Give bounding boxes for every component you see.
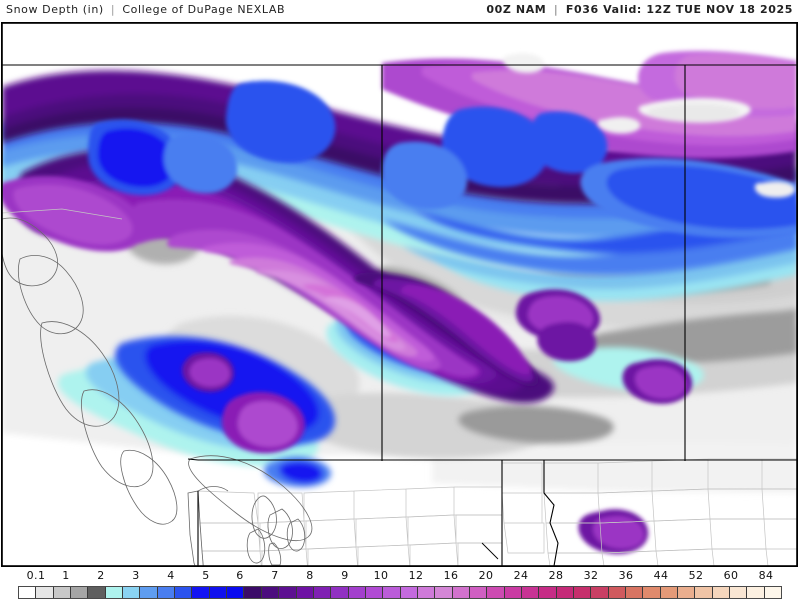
- colorbar-tick-label: 8: [306, 569, 314, 582]
- colorbar-tick-label: 9: [341, 569, 349, 582]
- colorbar-tick-label: 32: [583, 569, 599, 582]
- data-source-label: College of DuPage NEXLAB: [122, 3, 286, 16]
- header-right-separator: |: [553, 3, 559, 16]
- colorbar-swatch: [331, 587, 349, 598]
- colorbar-tick-label: 44: [653, 569, 669, 582]
- header-left: Snow Depth (in) | College of DuPage NEXL…: [6, 3, 285, 16]
- colorbar-swatch: [175, 587, 193, 598]
- colorbar-swatch: [764, 587, 782, 598]
- colorbar-swatch: [678, 587, 696, 598]
- snow-field-white-gaps: [503, 53, 796, 198]
- colorbar-swatch: [747, 587, 765, 598]
- colorbar-swatch: [608, 587, 627, 598]
- colorbar-swatch: [660, 587, 679, 598]
- colorbar-swatch: [36, 587, 54, 598]
- header-bar: Snow Depth (in) | College of DuPage NEXL…: [0, 0, 800, 22]
- snow-field-blue-overlay: [88, 80, 797, 239]
- colorbar-swatch: [574, 587, 592, 598]
- colorbar-tick-label: 5: [202, 569, 210, 582]
- colorbar-tick-label: 16: [443, 569, 459, 582]
- page-title: Snow Depth (in): [6, 3, 104, 16]
- colorbar-swatch: [643, 587, 661, 598]
- colorbar-tick-label: 24: [513, 569, 529, 582]
- colorbar-swatch: [365, 587, 384, 598]
- county-boundaries: [2, 208, 797, 566]
- colorbar-area: 0.1 1 2 3 4 5 6 7 8 9 10 12 16 20 24 28 32 36 44 52 60 84: [0, 569, 800, 600]
- colorbar-tick-label: 20: [478, 569, 494, 582]
- colorbar-swatch: [521, 587, 540, 598]
- colorbar-swatch: [261, 587, 280, 598]
- colorbar-swatch: [279, 587, 297, 598]
- colorbar-swatch: [469, 587, 488, 598]
- colorbar-swatch: [71, 587, 89, 598]
- snow-field-magenta: [2, 50, 797, 381]
- model-run-label: 00Z NAM: [486, 3, 547, 16]
- colorbar-swatch: [400, 587, 418, 598]
- colorbar-tick-label: 2: [97, 569, 105, 582]
- colorbar-tick-label: 12: [408, 569, 424, 582]
- colorbar-swatch: [192, 587, 210, 598]
- snow-depth-raster: [2, 23, 797, 566]
- colorbar-swatch: [487, 587, 505, 598]
- colorbar-swatch: [695, 587, 713, 598]
- colorbar-tick-label: 3: [132, 569, 140, 582]
- colorbar-swatch: [157, 587, 176, 598]
- colorbar-tick-label: 52: [688, 569, 704, 582]
- colorbar-tick-label: 10: [373, 569, 389, 582]
- colorbar-tick-label: 0.1: [26, 569, 46, 582]
- forecast-valid-label: F036 Valid: 12Z TUE NOV 18 2025: [565, 3, 793, 16]
- colorbar-swatch: [53, 587, 72, 598]
- colorbar-swatch: [435, 587, 453, 598]
- colorbar-swatch: [383, 587, 401, 598]
- snow-field-rockies: [182, 272, 693, 554]
- colorbar-tick-label: 36: [618, 569, 634, 582]
- colorbar-tick-label: 4: [167, 569, 175, 582]
- colorbar-swatch: [452, 587, 470, 598]
- colorbar-tick-label: 1: [62, 569, 70, 582]
- colorbar-swatch: [626, 587, 644, 598]
- colorbar-tick-label: 60: [723, 569, 739, 582]
- colorbar-tick-label: 7: [271, 569, 279, 582]
- colorbar-swatch: [209, 587, 228, 598]
- colorbar-tick-label: 6: [236, 569, 244, 582]
- header-right: 00Z NAM | F036 Valid: 12Z TUE NOV 18 202…: [486, 3, 793, 16]
- colorbar-swatch: [105, 587, 124, 598]
- colorbar-swatch: [313, 587, 332, 598]
- colorbar[interactable]: [18, 586, 782, 599]
- colorbar-swatch: [140, 587, 158, 598]
- colorbar-tick-label: 84: [758, 569, 774, 582]
- colorbar-swatch: [591, 587, 609, 598]
- colorbar-swatch: [348, 587, 366, 598]
- colorbar-tick-label: 28: [548, 569, 564, 582]
- colorbar-swatch: [244, 587, 262, 598]
- colorbar-swatch: [539, 587, 557, 598]
- colorbar-swatch: [19, 587, 37, 598]
- colorbar-swatch: [123, 587, 141, 598]
- political-boundaries: [2, 64, 797, 566]
- header-separator: |: [110, 3, 116, 16]
- map-frame: [1, 22, 798, 567]
- coastline: [2, 217, 313, 566]
- colorbar-swatch: [227, 587, 245, 598]
- colorbar-swatch: [730, 587, 748, 598]
- colorbar-tick-labels: 0.1 1 2 3 4 5 6 7 8 9 10 12 16 20 24 28 32 36 44 52 60 84: [0, 569, 800, 584]
- colorbar-swatch: [88, 587, 106, 598]
- colorbar-swatch: [504, 587, 522, 598]
- map-canvas: [2, 23, 797, 566]
- colorbar-swatch: [417, 587, 436, 598]
- colorbar-swatch: [556, 587, 574, 598]
- colorbar-swatch: [712, 587, 731, 598]
- colorbar-swatch: [296, 587, 314, 598]
